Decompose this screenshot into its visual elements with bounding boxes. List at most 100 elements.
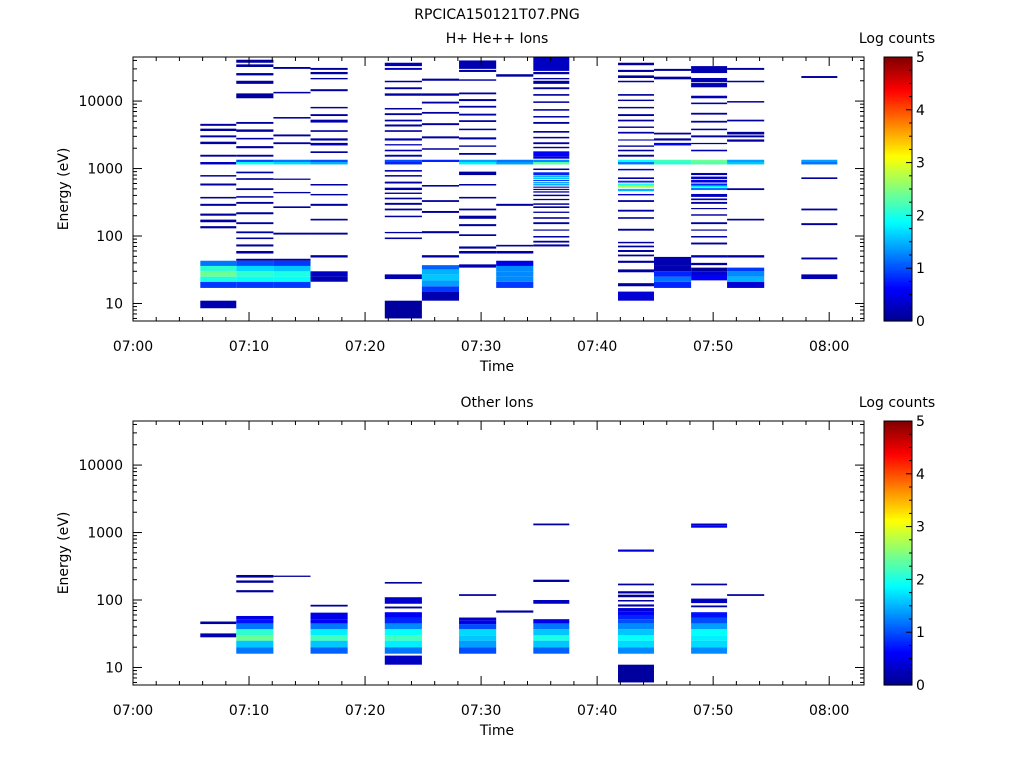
- spectrogram-cell: [727, 101, 765, 103]
- spectrogram-cell: [459, 137, 497, 140]
- colorbar-segment: [884, 147, 912, 150]
- spectrogram-cell: [653, 281, 692, 288]
- spectrogram-cell: [653, 276, 692, 282]
- x-tick-label: 07:00: [113, 703, 153, 719]
- spectrogram-cell: [310, 119, 348, 123]
- spectrogram-cell: [200, 633, 237, 638]
- spectrogram-cell: [421, 269, 460, 275]
- spectrogram-cell: [200, 219, 237, 223]
- spectrogram-cell: [691, 647, 728, 654]
- spectrogram-cell: [496, 162, 534, 165]
- spectrogram-cell: [691, 179, 728, 183]
- colorbar-segment: [884, 533, 912, 536]
- colorbar-segment: [884, 480, 912, 484]
- colorbar-segment: [884, 652, 912, 655]
- colorbar-segment: [884, 603, 912, 607]
- spectrogram-cell: [618, 183, 654, 186]
- colorbar-segment: [884, 175, 912, 179]
- spectrogram-cell: [236, 619, 274, 624]
- spectrogram-cell: [618, 185, 654, 188]
- spectrogram-cell: [421, 274, 460, 281]
- spectrogram-cell: [459, 184, 497, 186]
- axis-ticks: 07:00 07:10 07:20 07:30 07:40 07:50 08:00 10 100…: [78, 57, 864, 355]
- spectrogram-cell: [459, 215, 497, 219]
- colorbar-segment: [884, 473, 912, 477]
- colorbar-segment: [884, 531, 912, 534]
- spectrogram-cell: [459, 246, 497, 249]
- colorbar-segment: [884, 244, 912, 247]
- colorbar-segment: [884, 107, 912, 111]
- spectrogram-cell: [653, 265, 692, 272]
- colorbar-segment: [884, 506, 912, 510]
- spectrogram-cell: [200, 621, 237, 625]
- spectrogram-cell: [236, 59, 274, 63]
- colorbar-segment: [884, 226, 912, 230]
- colorbar-segment: [884, 90, 912, 93]
- spectrogram-cell: [310, 138, 348, 141]
- spectrogram-cell: [533, 191, 570, 193]
- spectrogram-cell: [618, 594, 654, 598]
- spectrogram-cell: [496, 276, 534, 282]
- colorbar-segment: [884, 195, 912, 199]
- colorbar-segment: [884, 421, 912, 424]
- spectrogram-cell: [273, 178, 311, 180]
- spectrogram-cell: [691, 172, 728, 176]
- colorbar-segment: [884, 482, 912, 486]
- spectrogram-cell: [533, 131, 570, 133]
- spectrogram-cell: [618, 209, 654, 212]
- spectrogram-cell: [310, 89, 348, 92]
- spectrogram-cell: [691, 77, 728, 83]
- spectrogram-cell: [236, 80, 274, 84]
- colorbar-segment: [884, 292, 912, 296]
- spectrogram-cell: [533, 229, 570, 231]
- spectrogram-cell: [384, 80, 422, 83]
- x-tick-label: 07:10: [229, 703, 269, 719]
- spectrogram-cell: [384, 208, 422, 211]
- spectrogram-cell: [310, 193, 348, 196]
- spectrogram-cell: [310, 232, 348, 235]
- colorbar-segment: [884, 557, 912, 561]
- colorbar-segment: [884, 564, 912, 567]
- spectrogram-cell: [384, 62, 422, 67]
- spectrogram-cell: [533, 121, 570, 124]
- spectrogram-cell: [691, 255, 728, 258]
- x-tick-label: 07:10: [229, 339, 269, 355]
- colorbar-segment: [884, 184, 912, 188]
- colorbar-segment: [884, 125, 912, 128]
- spectrogram-cell: [384, 187, 422, 191]
- colorbar-segment: [884, 427, 912, 431]
- colorbar-segment: [884, 647, 912, 651]
- spectrogram-cell: [236, 178, 274, 180]
- spectrogram-cell: [533, 619, 570, 624]
- spectrogram-cell: [618, 250, 654, 252]
- spectrogram-cell: [310, 130, 348, 132]
- spectrogram-cell: [236, 231, 274, 234]
- spectrogram-cell: [533, 175, 570, 177]
- spectrogram-cell: [618, 126, 654, 128]
- spectrogram-cell: [384, 154, 422, 157]
- spectrogram-cell: [618, 549, 654, 552]
- spectrogram-cell: [618, 159, 654, 163]
- colorbar-segment: [884, 169, 912, 172]
- spectrogram-cell: [618, 241, 654, 244]
- spectrogram-cells: [200, 57, 838, 319]
- spectrogram-cell: [618, 254, 654, 257]
- colorbar: 0 1 2 3 4 5: [883, 414, 925, 694]
- spectrogram-cell: [618, 106, 654, 109]
- spectrogram-cell: [496, 260, 534, 266]
- spectrogram-cell: [421, 78, 460, 81]
- colorbar-segment: [884, 630, 912, 633]
- spectrogram-cell: [384, 192, 422, 194]
- colorbar-segment: [884, 103, 912, 106]
- spectrogram-cell: [691, 95, 728, 99]
- spectrogram-cell: [618, 149, 654, 152]
- spectrogram-cell: [459, 224, 497, 227]
- spectrogram-cell: [691, 120, 728, 123]
- spectrogram-cell: [533, 240, 570, 243]
- colorbar-segment: [884, 233, 912, 236]
- colorbar-segment: [884, 79, 912, 82]
- spectrogram-cell: [310, 71, 348, 75]
- colorbar-label: Log counts: [859, 31, 935, 47]
- spectrogram-cell: [384, 124, 422, 127]
